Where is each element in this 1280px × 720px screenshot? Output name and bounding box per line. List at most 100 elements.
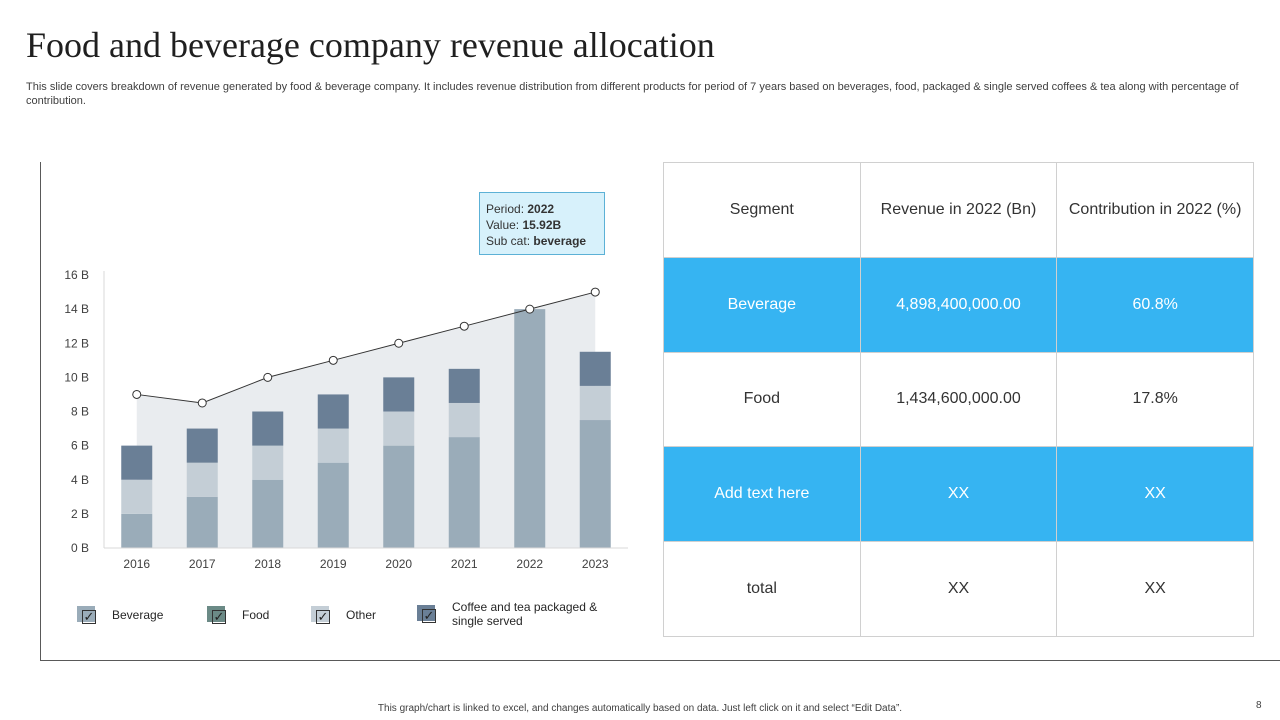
bar-coffee-and-tea-packaged-single-served-2018[interactable] bbox=[252, 411, 284, 446]
y-tick-label: 6 B bbox=[71, 439, 89, 453]
table-cell: Add text here bbox=[663, 446, 861, 543]
bar-coffee-and-tea-packaged-single-served-2023[interactable] bbox=[579, 351, 611, 386]
bar-other-2023[interactable] bbox=[579, 385, 611, 421]
tooltip-period-label: Period: bbox=[486, 202, 525, 216]
bar-beverage-2021[interactable] bbox=[448, 437, 480, 548]
table-cell: XX bbox=[1056, 446, 1254, 543]
x-tick-label: 2022 bbox=[516, 557, 543, 571]
table-row: Food 1,434,600,000.00 17.8% bbox=[663, 351, 1254, 448]
y-tick-label: 14 B bbox=[64, 302, 89, 316]
bar-beverage-2018[interactable] bbox=[252, 479, 284, 548]
bar-beverage-2017[interactable] bbox=[186, 496, 218, 548]
y-tick-label: 4 B bbox=[71, 473, 89, 487]
check-icon: ✓ bbox=[82, 609, 96, 624]
table-row: Beverage 4,898,400,000.00 60.8% bbox=[663, 256, 1254, 353]
table-cell: Beverage bbox=[663, 256, 861, 353]
table-header-cell: Revenue in 2022 (Bn) bbox=[859, 162, 1058, 258]
bar-other-2020[interactable] bbox=[383, 411, 415, 446]
total-line bbox=[136, 291, 596, 404]
legend-item-other[interactable]: ✓ Other bbox=[308, 604, 376, 626]
legend-checkbox-food[interactable]: ✓ bbox=[204, 604, 228, 626]
bar-beverage-2022[interactable] bbox=[514, 309, 546, 548]
x-tick-label: 2019 bbox=[320, 557, 347, 571]
total-point-2020 bbox=[394, 338, 404, 348]
legend-item-food[interactable]: ✓ Food bbox=[204, 604, 269, 626]
tooltip-value-value: 15.92B bbox=[522, 218, 562, 232]
table-cell: total bbox=[663, 541, 861, 637]
x-tick-label: 2021 bbox=[451, 557, 478, 571]
bar-coffee-and-tea-packaged-single-served-2019[interactable] bbox=[317, 394, 349, 429]
legend-checkbox-other[interactable]: ✓ bbox=[308, 604, 332, 626]
x-tick-label: 2020 bbox=[385, 557, 412, 571]
bar-other-2021[interactable] bbox=[448, 402, 480, 438]
total-point-2021 bbox=[459, 321, 469, 331]
x-tick-label: 2023 bbox=[582, 557, 609, 571]
table-header-cell: Segment bbox=[663, 162, 861, 258]
frame-left-line bbox=[40, 162, 41, 661]
legend-label-other: Other bbox=[346, 608, 377, 622]
total-area bbox=[136, 292, 596, 548]
chart-tooltip: Period: 2022 Value: 15.92B Sub cat: beve… bbox=[479, 192, 605, 255]
y-tick-label: 2 B bbox=[71, 507, 89, 521]
x-tick-label: 2016 bbox=[123, 557, 150, 571]
bar-beverage-2020[interactable] bbox=[383, 445, 415, 548]
tooltip-value-label: Value: bbox=[486, 218, 520, 232]
table-header-row: Segment Revenue in 2022 (Bn) Contributio… bbox=[663, 162, 1254, 258]
legend-label-coffee-tea: Coffee and tea packaged & single served bbox=[452, 600, 598, 628]
bar-other-2019[interactable] bbox=[317, 428, 349, 463]
table-cell: XX bbox=[1056, 541, 1254, 637]
bar-other-2016[interactable] bbox=[121, 479, 153, 514]
y-tick-label: 12 B bbox=[64, 336, 89, 350]
legend-label-beverage: Beverage bbox=[112, 608, 164, 622]
table-cell: Food bbox=[663, 351, 861, 448]
segment-table: Segment Revenue in 2022 (Bn) Contributio… bbox=[663, 162, 1254, 637]
total-point-2018 bbox=[263, 372, 273, 382]
total-point-2017 bbox=[197, 398, 207, 408]
table-cell: 4,898,400,000.00 bbox=[859, 256, 1058, 353]
table-row: total XX XX bbox=[663, 541, 1254, 637]
legend-checkbox-coffee-tea[interactable]: ✓ bbox=[414, 603, 438, 625]
table-header-cell: Contribution in 2022 (%) bbox=[1056, 162, 1254, 258]
check-icon: ✓ bbox=[422, 608, 436, 623]
legend-item-beverage[interactable]: ✓ Beverage bbox=[74, 604, 163, 626]
check-icon: ✓ bbox=[316, 609, 330, 624]
page-number: 8 bbox=[1256, 700, 1262, 711]
table-row: Add text here XX XX bbox=[663, 446, 1254, 543]
y-tick-label: 0 B bbox=[71, 541, 89, 555]
bar-coffee-and-tea-packaged-single-served-2017[interactable] bbox=[186, 428, 218, 463]
table-cell: 17.8% bbox=[1056, 351, 1254, 448]
tooltip-subcat-value: beverage bbox=[533, 234, 587, 248]
page-subtitle: This slide covers breakdown of revenue g… bbox=[26, 81, 1239, 107]
table-cell: XX bbox=[859, 446, 1058, 543]
bar-other-2018[interactable] bbox=[252, 445, 284, 480]
check-icon: ✓ bbox=[212, 609, 226, 624]
revenue-chart[interactable]: 0 B 2 B 4 B 6 B 8 B 10 B 12 B 14 B 16 B 2016 2017 2… bbox=[42, 180, 642, 580]
frame-bottom-line bbox=[40, 660, 1280, 661]
total-point-2016 bbox=[132, 389, 142, 399]
y-tick-label: 10 B bbox=[64, 370, 89, 384]
legend-label-food: Food bbox=[242, 608, 270, 622]
bar-coffee-and-tea-packaged-single-served-2016[interactable] bbox=[121, 445, 153, 480]
footer-note: This graph/chart is linked to excel, and… bbox=[377, 703, 903, 714]
chart-legend: ✓ Beverage ✓ Food ✓ Other ✓ Coffee and t… bbox=[70, 598, 630, 634]
bar-beverage-2019[interactable] bbox=[317, 462, 349, 548]
bar-beverage-2023[interactable] bbox=[579, 420, 611, 548]
x-tick-label: 2017 bbox=[189, 557, 216, 571]
x-tick-label: 2018 bbox=[254, 557, 281, 571]
bar-coffee-and-tea-packaged-single-served-2021[interactable] bbox=[448, 368, 480, 403]
tooltip-period-value: 2022 bbox=[527, 202, 555, 216]
bar-coffee-and-tea-packaged-single-served-2020[interactable] bbox=[383, 377, 415, 412]
legend-checkbox-beverage[interactable]: ✓ bbox=[74, 604, 98, 626]
total-point-2019 bbox=[328, 355, 338, 365]
table-cell: 60.8% bbox=[1056, 256, 1254, 353]
total-point-2023 bbox=[590, 287, 600, 297]
tooltip-subcat-label: Sub cat: bbox=[486, 234, 531, 248]
y-tick-label: 16 B bbox=[64, 268, 89, 282]
table-cell: XX bbox=[859, 541, 1058, 637]
bar-beverage-2016[interactable] bbox=[121, 513, 153, 548]
table-cell: 1,434,600,000.00 bbox=[859, 351, 1058, 448]
y-tick-label: 8 B bbox=[71, 405, 89, 419]
page-title: Food and beverage company revenue alloca… bbox=[26, 25, 715, 65]
legend-item-coffee-tea[interactable]: ✓ Coffee and tea packaged & single serve… bbox=[414, 600, 612, 628]
bar-other-2017[interactable] bbox=[186, 462, 218, 497]
